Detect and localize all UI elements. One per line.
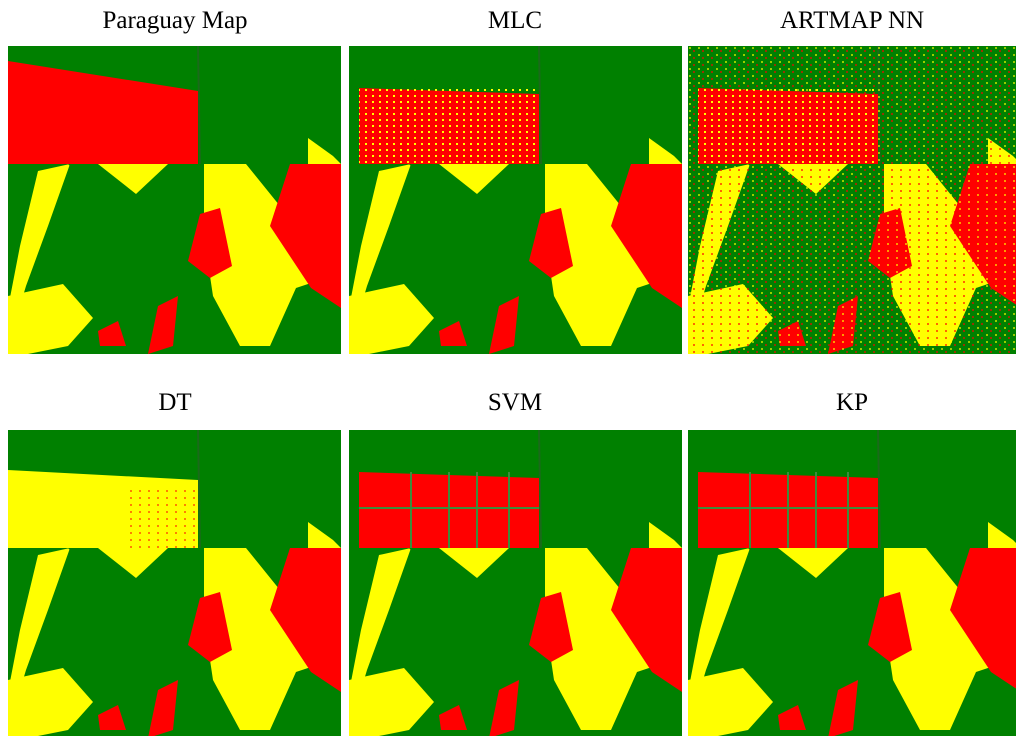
map-image [8, 46, 341, 354]
panel-title: DT [158, 389, 191, 416]
page: Paraguay Map MLC ARTMAP NN DT SVM KP [0, 0, 1016, 736]
panel-title: Paraguay Map [102, 7, 247, 34]
map-image [349, 430, 682, 736]
map-image [688, 46, 1016, 354]
panel-title: ARTMAP NN [780, 7, 924, 34]
figure: Paraguay Map MLC ARTMAP NN DT SVM KP [0, 0, 1016, 736]
panel-title: MLC [488, 7, 542, 34]
panel-title: KP [836, 389, 868, 416]
map-image [349, 46, 682, 354]
map-image [8, 430, 341, 736]
map-image [688, 430, 1016, 736]
panel-title: SVM [488, 389, 542, 416]
